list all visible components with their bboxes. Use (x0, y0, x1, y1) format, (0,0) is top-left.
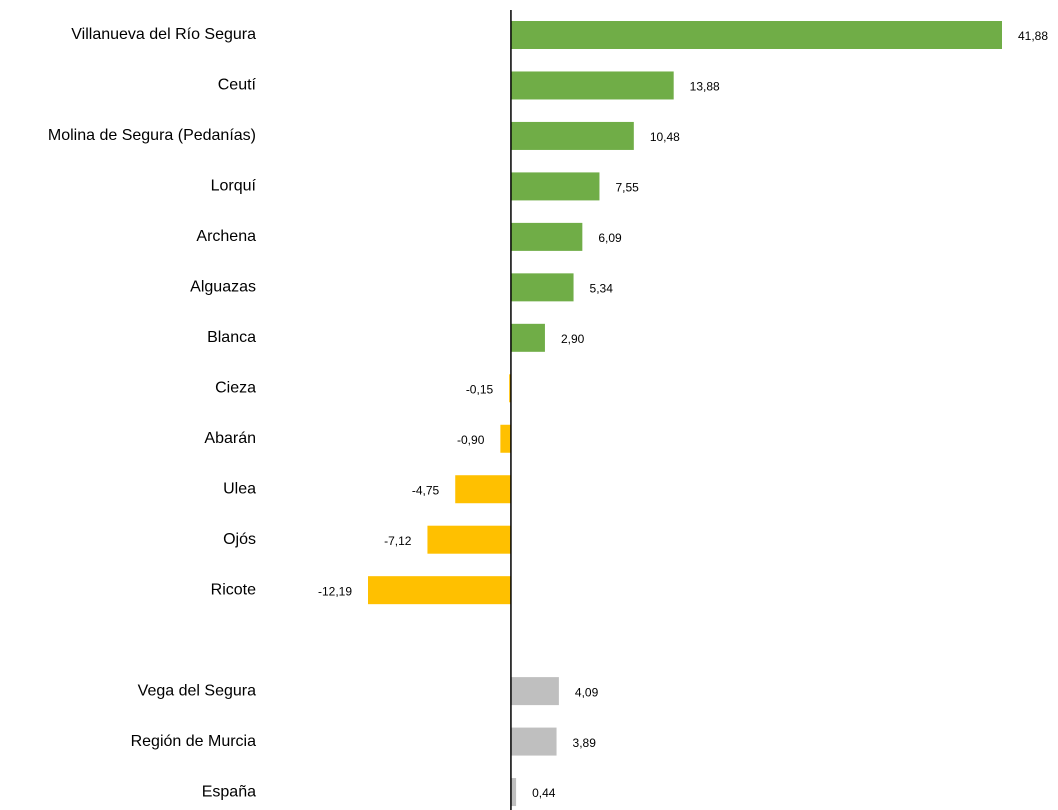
category-label: España (202, 783, 256, 800)
bar (510, 71, 674, 100)
category-label: Región de Murcia (131, 733, 257, 750)
bar (509, 374, 511, 403)
category-label: Ulea (223, 480, 256, 497)
category-label: Abarán (204, 430, 256, 447)
bar (510, 222, 583, 251)
category-label: Lorquí (211, 178, 257, 195)
value-label: -0,90 (457, 433, 485, 447)
category-label: Villanueva del Río Segura (71, 26, 256, 43)
value-label: 0,44 (532, 786, 556, 800)
category-label: Archena (196, 228, 256, 245)
bar (500, 424, 511, 453)
value-label: -7,12 (384, 534, 412, 548)
bar (510, 323, 545, 352)
bar (510, 677, 559, 706)
category-label: Ojós (223, 531, 256, 548)
value-label: 3,89 (573, 736, 597, 750)
bar (510, 727, 557, 756)
value-label: 2,90 (561, 332, 585, 346)
category-label: Molina de Segura (Pedanías) (48, 127, 256, 144)
value-label: 41,88 (1018, 29, 1048, 43)
value-label: 13,88 (690, 80, 720, 94)
value-label: -4,75 (412, 483, 440, 497)
value-label: 7,55 (615, 181, 639, 195)
category-label: Blanca (207, 329, 256, 346)
value-label: 4,09 (575, 685, 599, 699)
category-label: Cieza (215, 380, 256, 397)
value-label: 5,34 (590, 282, 614, 296)
bar (455, 475, 511, 504)
bar (510, 121, 634, 150)
value-label: 6,09 (598, 231, 622, 245)
value-label: -12,19 (318, 584, 352, 598)
bar (510, 273, 574, 302)
value-label: -0,15 (466, 382, 494, 396)
category-label: Ceutí (218, 77, 257, 94)
category-label: Vega del Segura (138, 682, 256, 699)
category-label: Ricote (211, 581, 256, 598)
category-label: Alguazas (190, 279, 256, 296)
value-label: 10,48 (650, 130, 680, 144)
bar (368, 576, 511, 605)
bar (427, 525, 511, 554)
bar (510, 21, 1002, 49)
bar (510, 172, 600, 201)
bar (510, 778, 517, 807)
